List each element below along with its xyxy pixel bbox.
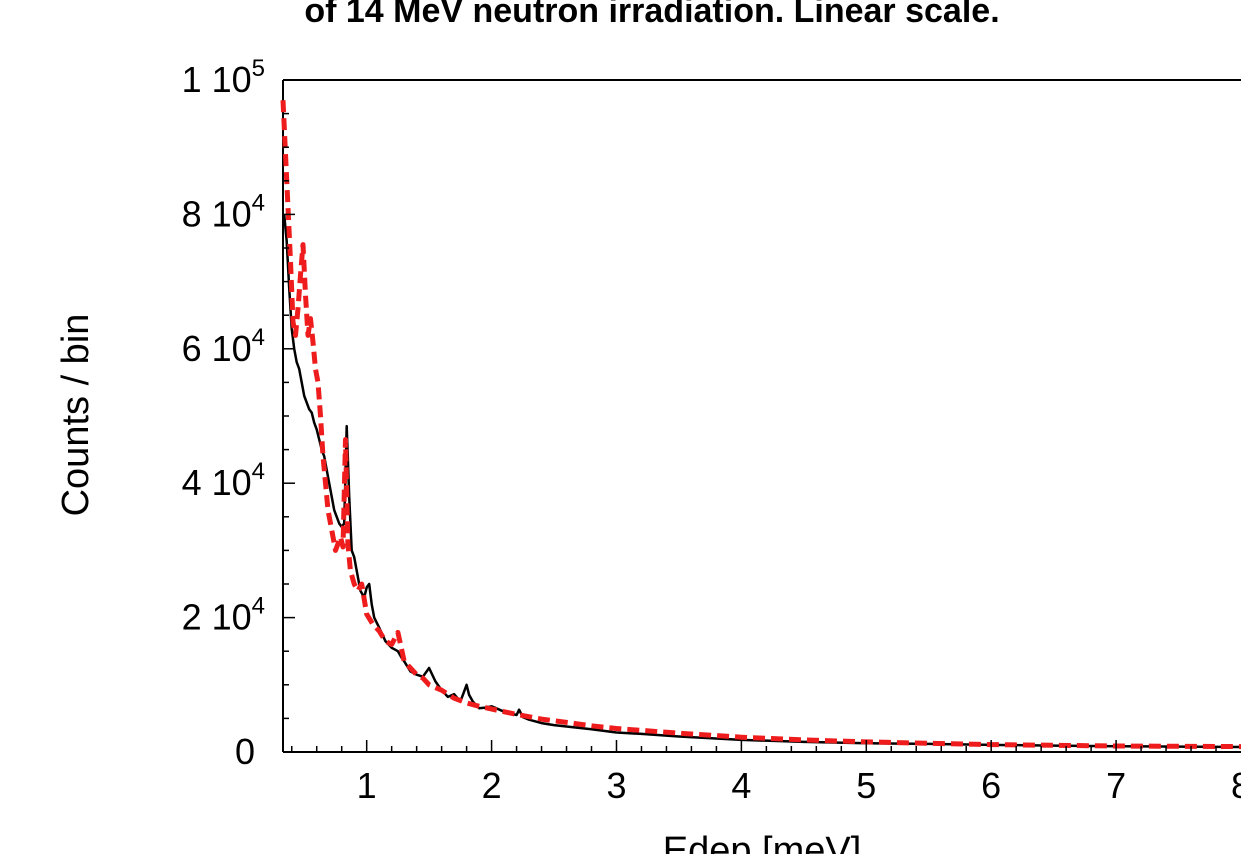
y-tick-label: 1 105 [182, 55, 265, 100]
y-tick-exponent: 4 [252, 593, 265, 620]
y-tick-mantissa: 4 10 [182, 462, 252, 503]
y-tick-exponent: 4 [252, 189, 265, 216]
series-line-1 [282, 214, 1241, 749]
series-layer [280, 100, 1241, 750]
x-tick-label: 7 [1106, 765, 1126, 806]
x-tick-label: 4 [731, 765, 751, 806]
x-tick-label: 8 [1231, 765, 1241, 806]
x-axis: 1 2 3 4 5 6 7 8 [290, 740, 1241, 806]
y-tick-exponent: 4 [252, 324, 265, 351]
y-tick-label: 4 104 [182, 458, 265, 503]
series-line-2 [280, 100, 1241, 750]
y-tick-mantissa: 2 10 [182, 597, 252, 638]
x-tick-label: 5 [856, 765, 876, 806]
x-tick-label: 3 [606, 765, 626, 806]
chart-title: of 14 MeV neutron irradiation. Linear sc… [304, 0, 999, 30]
y-tick-exponent: 5 [252, 55, 265, 82]
y-tick-label: 2 104 [182, 593, 265, 638]
plot-frame [282, 79, 1241, 753]
y-tick-label: 8 104 [182, 189, 265, 234]
y-axis-label: Counts / bin [55, 314, 97, 517]
y-tick-label: 0 [235, 731, 255, 772]
y-tick-mantissa: 6 10 [182, 328, 252, 369]
x-axis-label: Edep [meV] [663, 830, 862, 854]
x-tick-label: 1 [357, 765, 377, 806]
y-tick-label: 6 104 [182, 324, 265, 369]
y-tick-mantissa: 1 10 [182, 59, 252, 100]
x-tick-label: 2 [482, 765, 502, 806]
x-tick-label: 6 [981, 765, 1001, 806]
y-tick-mantissa: 8 10 [182, 193, 252, 234]
y-tick-exponent: 4 [252, 458, 265, 485]
